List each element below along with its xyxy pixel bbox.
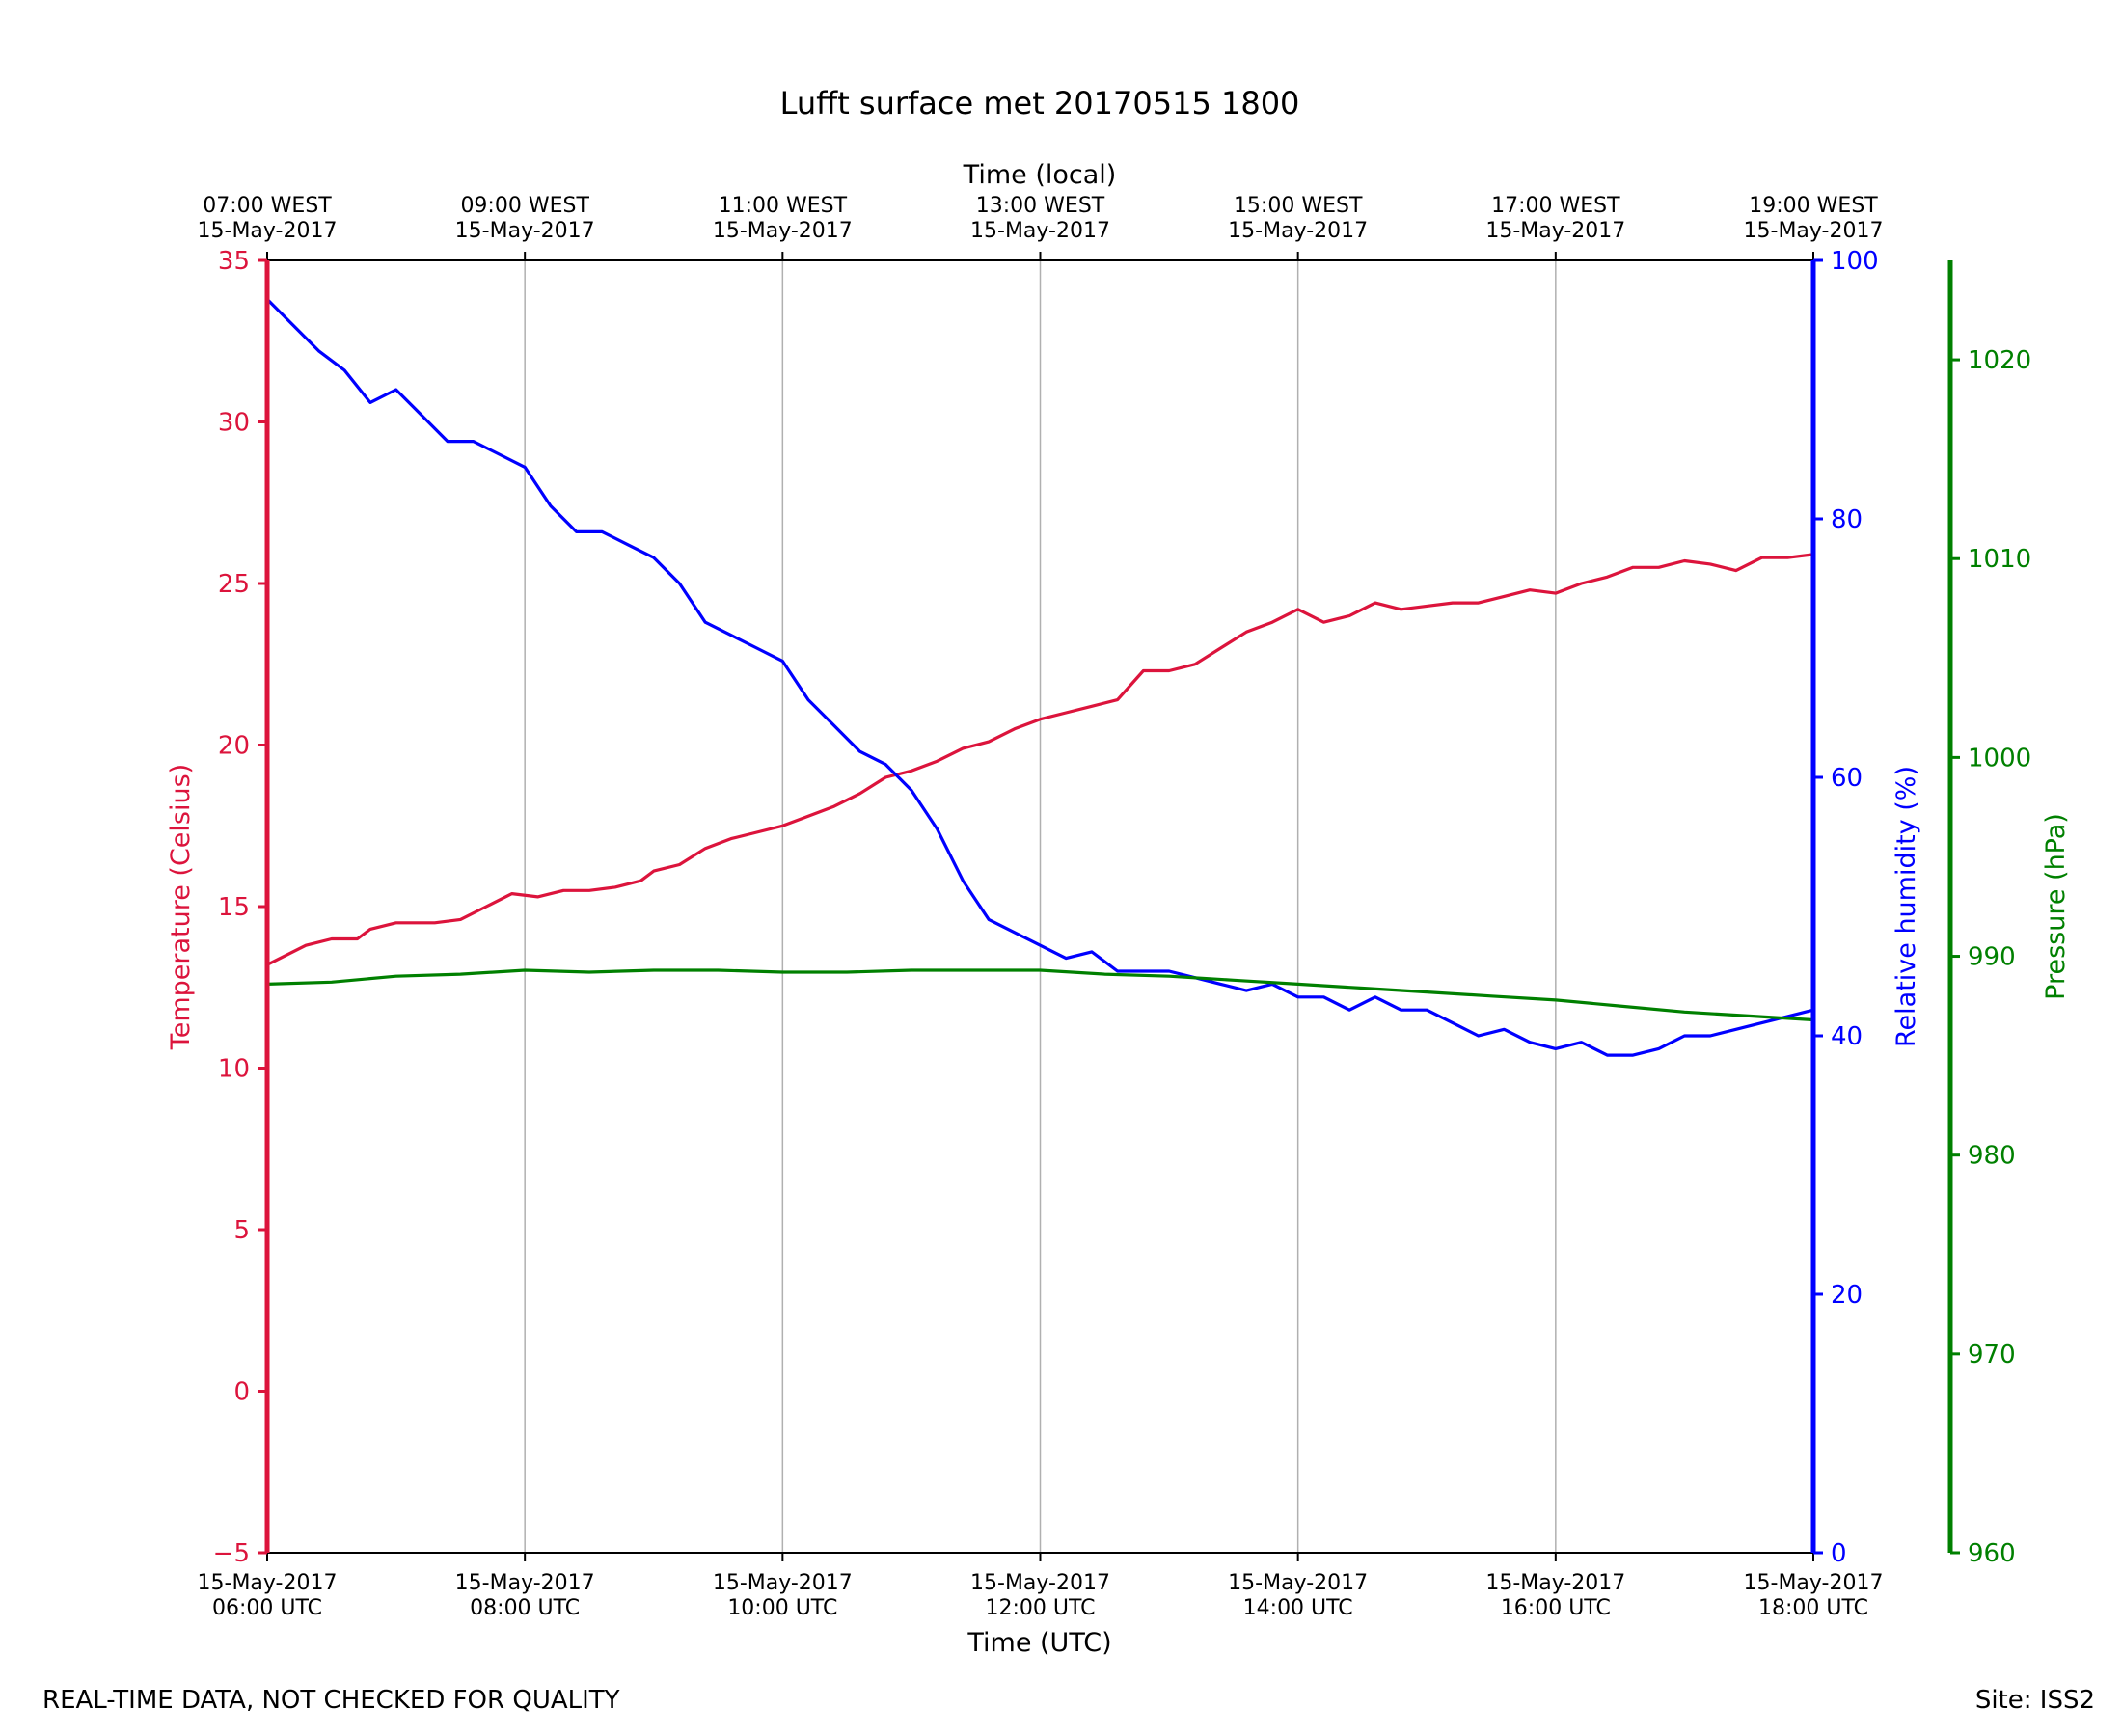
x-tick-label-date: 15-May-2017	[713, 1571, 853, 1595]
temperature-tick-label: 30	[218, 409, 250, 438]
x-tick-label-time: 06:00 UTC	[212, 1596, 322, 1620]
humidity-tick-label: 100	[1831, 247, 1879, 276]
temperature-tick-label: −5	[213, 1539, 250, 1568]
series-line-relative-humidity	[265, 298, 1814, 1057]
x2-tick-label-time: 09:00 WEST	[460, 194, 589, 218]
chart-title: Lufft surface met 20170515 1800	[780, 85, 1300, 122]
x-tick-label-time: 14:00 UTC	[1243, 1596, 1353, 1620]
quality-disclaimer: REAL-TIME DATA, NOT CHECKED FOR QUALITY	[42, 1686, 620, 1715]
x-tick-label-time: 08:00 UTC	[470, 1596, 580, 1620]
series-layer	[265, 298, 1814, 1057]
temperature-tick-label: 20	[218, 732, 250, 761]
x2-tick-label-time: 15:00 WEST	[1234, 194, 1363, 218]
humidity-tick-label: 0	[1831, 1539, 1847, 1568]
humidity-axis-label: Relative humidity (%)	[1891, 766, 1921, 1047]
x-tick-label-date: 15-May-2017	[455, 1571, 595, 1595]
x2-axis-label: Time (local)	[963, 160, 1117, 190]
humidity-tick-label: 60	[1831, 764, 1863, 793]
pressure-axis-label: Pressure (hPa)	[2041, 813, 2071, 1000]
x-tick-label-date: 15-May-2017	[1744, 1571, 1884, 1595]
x-tick-label-date: 15-May-2017	[198, 1571, 338, 1595]
x-tick-label-time: 16:00 UTC	[1501, 1596, 1611, 1620]
humidity-tick-label: 40	[1831, 1022, 1863, 1051]
x2-tick-label-date: 15-May-2017	[455, 219, 595, 243]
x2-tick-label-time: 17:00 WEST	[1491, 194, 1620, 218]
x2-tick-label-date: 15-May-2017	[1485, 219, 1625, 243]
temperature-tick-label: 25	[218, 570, 250, 599]
pressure-tick-label: 960	[1968, 1539, 2016, 1568]
temperature-tick-label: 5	[233, 1216, 250, 1245]
pressure-tick-label: 990	[1968, 943, 2016, 972]
pressure-tick-label: 970	[1968, 1341, 2016, 1370]
x2-tick-label-date: 15-May-2017	[198, 219, 338, 243]
pressure-tick-label: 980	[1968, 1142, 2016, 1171]
x-tick-label-time: 10:00 UTC	[727, 1596, 837, 1620]
x2-tick-label-time: 19:00 WEST	[1749, 194, 1878, 218]
site-label: Site: ISS2	[1974, 1686, 2095, 1715]
x2-tick-label-time: 13:00 WEST	[976, 194, 1105, 218]
humidity-tick-label: 80	[1831, 505, 1863, 534]
pressure-tick-label: 1010	[1968, 545, 2031, 574]
x2-tick-label-date: 15-May-2017	[970, 219, 1110, 243]
pressure-tick-label: 1000	[1968, 744, 2031, 773]
temperature-tick-label: 0	[233, 1378, 250, 1407]
x-axis-label: Time (UTC)	[966, 1628, 1111, 1658]
series-line-temperature	[266, 553, 1814, 966]
x-tick-label-time: 18:00 UTC	[1758, 1596, 1868, 1620]
grid-layer	[524, 260, 1557, 1553]
x2-tick-label-date: 15-May-2017	[713, 219, 853, 243]
x2-tick-label-date: 15-May-2017	[1228, 219, 1368, 243]
temperature-tick-label: 10	[218, 1055, 250, 1084]
x-tick-label-date: 15-May-2017	[1485, 1571, 1625, 1595]
humidity-tick-label: 20	[1831, 1281, 1863, 1310]
x-tick-label-date: 15-May-2017	[970, 1571, 1110, 1595]
pressure-tick-label: 1020	[1968, 346, 2031, 375]
series-line-pressure	[266, 968, 1814, 1022]
x2-tick-label-time: 07:00 WEST	[203, 194, 332, 218]
temperature-axis-label: Temperature (Celsius)	[166, 764, 196, 1050]
temperature-tick-label: 35	[218, 247, 250, 276]
temperature-tick-label: 15	[218, 893, 250, 922]
x2-tick-label-date: 15-May-2017	[1744, 219, 1884, 243]
x2-tick-label-time: 11:00 WEST	[719, 194, 848, 218]
x-tick-label-time: 12:00 UTC	[985, 1596, 1095, 1620]
x-tick-label-date: 15-May-2017	[1228, 1571, 1368, 1595]
